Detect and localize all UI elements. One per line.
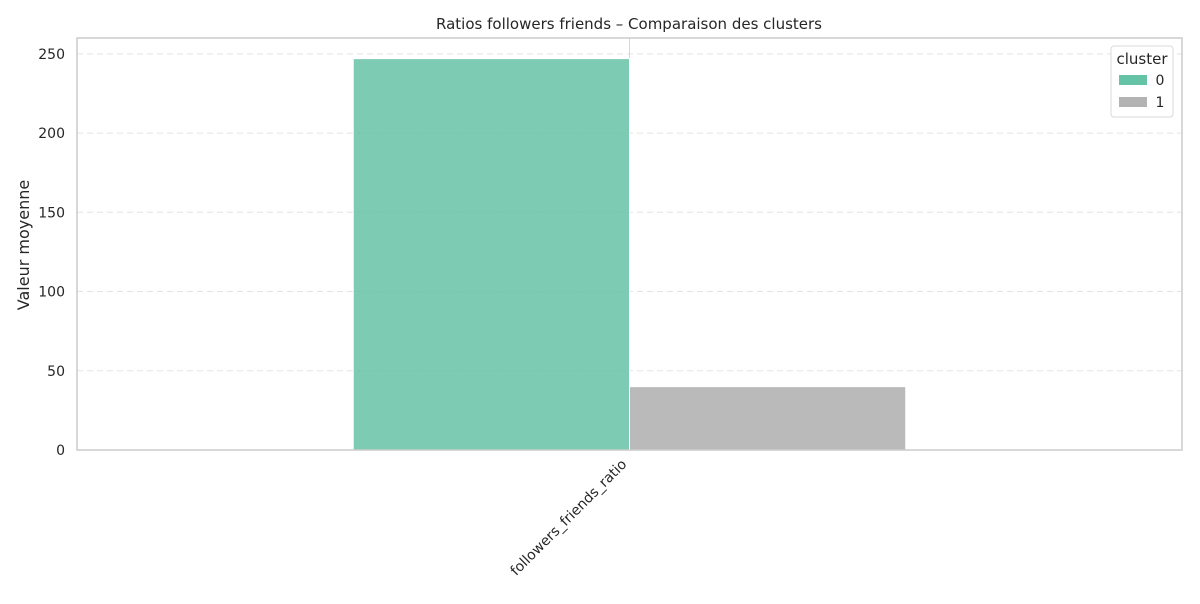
y-tick-label: 50 xyxy=(47,364,65,380)
plot-frame xyxy=(76,37,1183,451)
bar-cluster-0 xyxy=(352,58,630,451)
legend-label-0: 0 xyxy=(1156,73,1165,89)
y-axis-title: Valeur moyenne xyxy=(14,180,33,310)
y-tick-label: 250 xyxy=(38,47,65,63)
bar-cluster-1 xyxy=(629,386,907,451)
x-tick-label: followers_friends_ratio xyxy=(508,457,631,580)
legend-label-1: 1 xyxy=(1156,95,1165,111)
legend: cluster 0 1 xyxy=(1110,45,1174,118)
legend-title: cluster xyxy=(1116,50,1168,68)
legend-swatch-1 xyxy=(1119,97,1147,107)
y-tick-label: 200 xyxy=(38,126,65,142)
chart-title: Ratios followers friends – Comparaison d… xyxy=(436,15,822,33)
bars xyxy=(352,58,907,451)
y-tick-label: 0 xyxy=(56,443,65,459)
legend-swatch-0 xyxy=(1119,75,1147,85)
y-tick-label: 100 xyxy=(38,285,65,301)
y-tick-label: 150 xyxy=(38,205,65,221)
